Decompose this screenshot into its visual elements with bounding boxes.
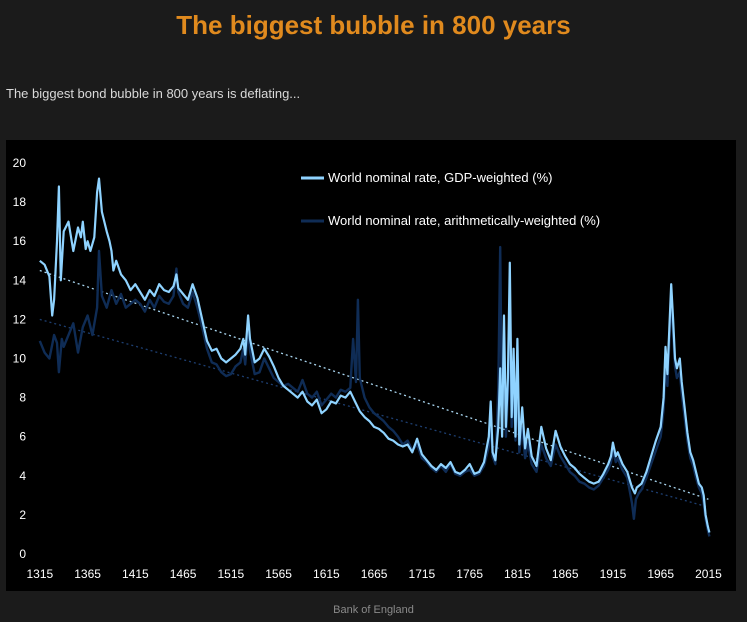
x-tick-label: 1565 [265,567,292,581]
y-tick-label: 8 [19,391,26,405]
y-tick-label: 0 [19,547,26,561]
x-tick-label: 1515 [218,567,245,581]
series-line-gdp-weighted [39,177,711,533]
y-tick-label: 6 [19,430,26,444]
y-tick-label: 12 [13,312,27,326]
page-title: The biggest bubble in 800 years [176,10,571,40]
x-tick-label: 1965 [647,567,674,581]
chart-panel: 0 2 4 6 8 10 12 14 16 18 20 1315 1365 1415 1465 1515 15… [6,140,736,591]
x-tick-label: 1865 [552,567,579,581]
trendline-arith [39,318,709,508]
y-tick-label: 2 [19,508,26,522]
y-tick-label: 18 [13,195,27,209]
x-tick-label: 1465 [170,567,197,581]
y-tick-label: 16 [13,234,27,248]
legend-label-arith: World nominal rate, arithmetically-weigh… [328,213,600,228]
chart-legend: World nominal rate, GDP-weighted (%) Wor… [301,170,600,228]
y-tick-label: 20 [13,156,27,170]
x-tick-label: 1765 [456,567,483,581]
x-tick-label: 2015 [695,567,722,581]
x-tick-label: 1715 [409,567,436,581]
x-tick-label: 1665 [361,567,388,581]
x-tick-label: 1815 [504,567,531,581]
line-chart: 0 2 4 6 8 10 12 14 16 18 20 1315 1365 1415 1465 1515 15… [13,156,722,581]
y-axis-ticks: 0 2 4 6 8 10 12 14 16 18 20 [13,156,27,561]
source-caption: Bank of England [333,604,414,616]
trendlines [39,269,709,508]
x-tick-label: 1365 [74,567,101,581]
x-tick-label: 1415 [122,567,149,581]
series-lines [38,177,711,537]
x-tick-label: 1915 [600,567,627,581]
page-subtitle: The biggest bond bubble in 800 years is … [6,86,301,101]
x-tick-label: 1615 [313,567,340,581]
y-tick-label: 14 [13,273,27,287]
legend-label-gdp: World nominal rate, GDP-weighted (%) [328,170,552,185]
x-tick-label: 1315 [26,567,53,581]
y-tick-label: 4 [19,469,26,483]
x-axis-ticks: 1315 1365 1415 1465 1515 1565 1615 1665 1715 1765… [26,567,722,581]
y-tick-label: 10 [13,352,27,366]
